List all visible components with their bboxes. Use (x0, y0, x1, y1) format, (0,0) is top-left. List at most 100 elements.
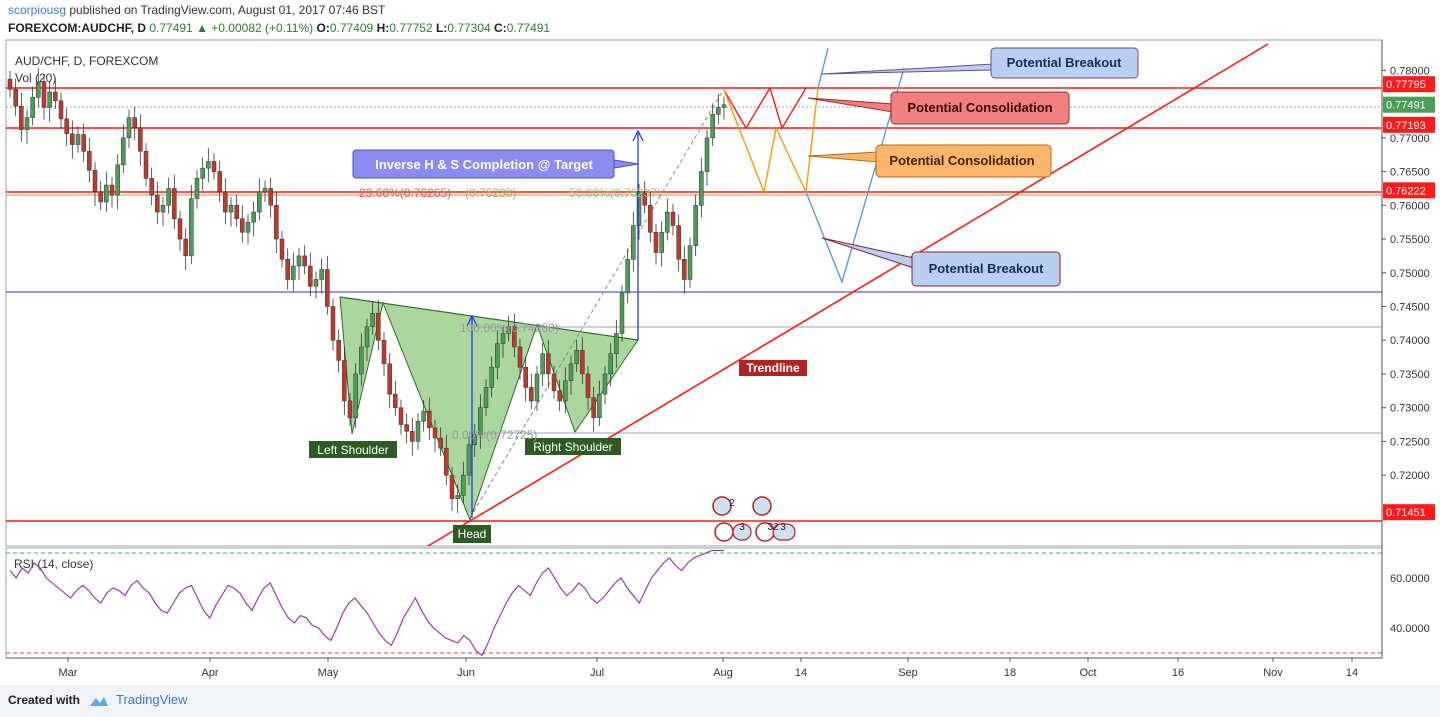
candle-body (444, 447, 449, 476)
head-label: Head (458, 527, 487, 541)
candle-body (19, 105, 24, 130)
candle-body (415, 420, 421, 442)
candle-body (653, 232, 659, 253)
price-tick-label: 0.75000 (1390, 268, 1430, 280)
candle-body (625, 259, 630, 294)
time-tick-label: Aug (713, 667, 733, 679)
price-tick-label: 0.73500 (1390, 369, 1430, 381)
candle-body (472, 434, 477, 446)
trendline (427, 43, 1269, 547)
time-tick-label: Mar (59, 667, 78, 679)
author-link[interactable]: scorpiousg (8, 3, 67, 17)
candle-body (177, 218, 183, 240)
event-icons: 2 32 3 3 (712, 496, 796, 542)
fib-diagonal (469, 91, 723, 519)
candle-body (81, 134, 86, 152)
right-shoulder-box (525, 438, 621, 455)
time-tick-label: Sep (898, 667, 918, 679)
right-shoulder-label: Right Shoulder (533, 440, 612, 454)
candle-body (166, 188, 171, 206)
candle-body (143, 151, 149, 179)
candle-body (631, 225, 636, 260)
candle-body (682, 259, 687, 280)
head-box (453, 525, 491, 543)
candle-body (87, 151, 92, 171)
callout-target: Inverse H & S Completion @ Target (375, 157, 593, 172)
candle-body (132, 117, 137, 128)
candle-body (228, 205, 234, 213)
candle-body (104, 184, 109, 203)
candle-body (659, 232, 664, 253)
path-blue (817, 47, 829, 89)
candle-body (574, 350, 579, 365)
candle-body (75, 134, 81, 145)
candle-body (353, 373, 358, 419)
quote-header: FOREXCOM:AUDCHF, D 0.77491 ▲ +0.00082 (+… (8, 21, 550, 35)
candle-body (523, 366, 528, 388)
price-tick-label: 0.72000 (1390, 470, 1430, 482)
candle-body (619, 292, 625, 334)
candle-body (189, 198, 194, 257)
price-chart[interactable]: 2 32 3 3 AUD/CHF, D, FOREXCOM Vol (20) R… (0, 0, 1440, 685)
candle-body (347, 400, 353, 419)
candle-body (495, 343, 500, 368)
candle-body (115, 164, 120, 196)
event-count-3: 3 (739, 522, 745, 533)
candle-body (36, 81, 41, 98)
candle-body (529, 387, 534, 402)
candle-body (30, 97, 35, 118)
candle-body (364, 326, 370, 348)
candle-body (53, 91, 58, 101)
price-tick-label: 0.77000 (1390, 133, 1430, 145)
fib-label-2: (0.76238) (465, 186, 516, 200)
trendline-label: Trendline (746, 361, 800, 375)
time-tick-label: 18 (1004, 667, 1016, 679)
tradingview-link[interactable]: TradingView (116, 692, 188, 707)
left-shoulder-label: Left Shoulder (317, 443, 388, 457)
change-label: ▲ +0.00082 (+0.11%) (196, 21, 314, 35)
candle-body (262, 188, 268, 193)
event-icon-tail (732, 523, 752, 541)
candle-body (642, 191, 647, 206)
candle-body (381, 339, 387, 365)
candle-body (568, 363, 574, 381)
footer: Created with TradingView (0, 685, 1440, 717)
level-tag-label: 0.76222 (1386, 185, 1426, 197)
level-tag (1383, 76, 1435, 93)
price-tick-label: 0.72500 (1390, 436, 1430, 448)
path-red (723, 86, 807, 130)
publish-info: published on TradingView.com, August 01,… (69, 3, 386, 17)
candle-body (274, 205, 279, 240)
price-tick-label: 0.74500 (1390, 301, 1430, 313)
candle-body (64, 118, 69, 135)
candle-body (47, 91, 52, 108)
close-value: 0.77491 (506, 21, 551, 35)
price-tick-label: 0.73000 (1390, 403, 1430, 415)
candle-body (608, 353, 613, 375)
candle-body (160, 205, 166, 213)
time-axis: Mar Apr May Jun Jul Aug 14 Sep 18 Oct 16 Nov 14 (59, 658, 1358, 679)
candle-body (580, 350, 585, 375)
candle-body (438, 437, 443, 449)
symbol-label: FOREXCOM:AUDCHF, D (8, 21, 146, 35)
callout-breakout-top: Potential Breakout (1007, 55, 1123, 70)
price-tick-label: 0.76500 (1390, 167, 1430, 179)
candle-body (546, 353, 551, 375)
candle-body (376, 312, 381, 341)
candle-body (313, 279, 319, 287)
time-tick-label: Nov (1263, 667, 1283, 679)
candle-body (251, 211, 256, 223)
candle-body (206, 161, 211, 169)
level-tags: 0.77795 0.77491 0.77193 0.76222 0.71451 (1383, 76, 1435, 521)
candle-body (512, 326, 517, 348)
candle-body (211, 161, 217, 172)
candle-body (370, 312, 375, 327)
candle-body (551, 373, 557, 392)
rsi-line (9, 549, 724, 657)
candle-body (506, 326, 511, 334)
candle-body (540, 353, 545, 375)
candle-body (563, 380, 568, 402)
candle-body (489, 366, 494, 388)
time-tick-label: 14 (795, 667, 807, 679)
neckline (339, 296, 639, 341)
